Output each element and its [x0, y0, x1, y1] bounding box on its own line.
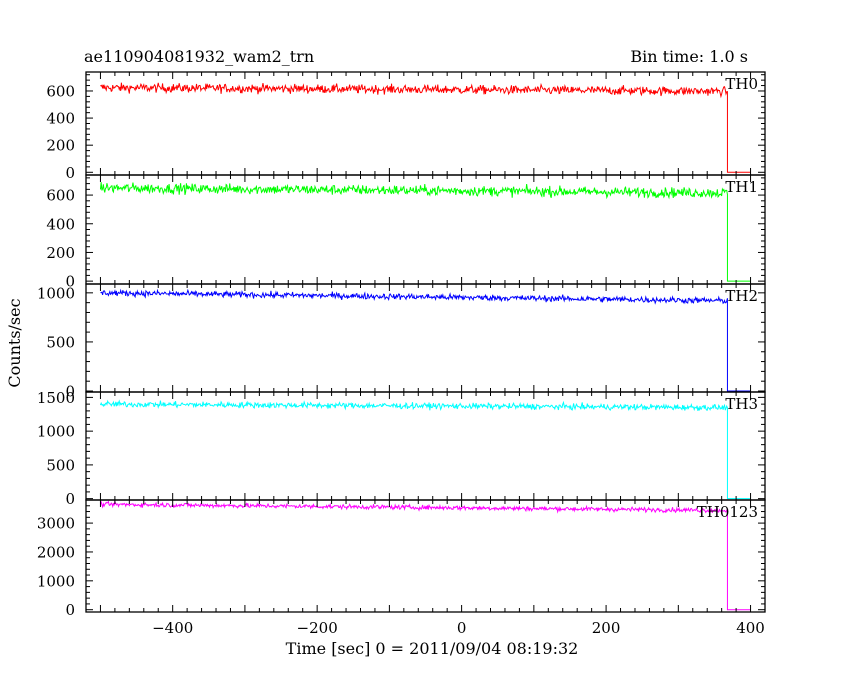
- panel-frame: [85, 174, 766, 285]
- y-tick-label: 200: [46, 137, 75, 155]
- y-tick-label: 0: [65, 601, 75, 619]
- panel-th0: 0 200 400 600 TH0: [46, 71, 766, 182]
- series-label-th3: TH3: [725, 395, 758, 413]
- series-label-th0: TH0: [725, 75, 758, 93]
- x-tick-label: −400: [152, 619, 193, 637]
- panel-th3: 0 500 1000 1500 TH3: [37, 389, 766, 508]
- series-label-th2: TH2: [725, 287, 758, 305]
- y-tick-label: 1000: [37, 284, 75, 302]
- y-tick-label: 500: [46, 456, 75, 474]
- y-tick-label: 200: [46, 244, 75, 262]
- panel-frame: [85, 499, 766, 613]
- y-tick-label: 1000: [37, 423, 75, 441]
- y-tick-label: 600: [46, 187, 75, 205]
- panel-th2: 0 500 1000 TH2: [37, 283, 766, 401]
- series-label-th1: TH1: [725, 178, 758, 196]
- y-tick-label: 400: [46, 215, 75, 233]
- series-line-th1: [99, 182, 751, 282]
- x-tick-label: 0: [457, 619, 467, 637]
- x-tick-label: 200: [592, 619, 621, 637]
- x-tick-label: −200: [297, 619, 338, 637]
- series-label-th0123: TH0123: [697, 503, 758, 521]
- panel-frame: [85, 391, 766, 501]
- y-tick-label: 0: [65, 273, 75, 291]
- y-tick-label: 2000: [37, 543, 75, 561]
- figure-title: ae110904081932_wam2_trn: [84, 47, 314, 66]
- y-tick-label: 500: [46, 333, 75, 351]
- y-tick-label: 400: [46, 110, 75, 128]
- series-line-th2: [100, 288, 751, 392]
- y-tick-label: 0: [65, 383, 75, 401]
- x-tick-label: 400: [736, 619, 765, 637]
- bin-time-label: Bin time: 1.0 s: [630, 47, 748, 66]
- series-line-th0: [100, 82, 751, 173]
- y-axis-label: Counts/sec: [5, 298, 24, 387]
- y-tick-label: 1500: [37, 389, 75, 407]
- y-tick-label: 3000: [37, 515, 75, 533]
- y-tick-label: 1000: [37, 572, 75, 590]
- panel-th1: 0 200 400 600 TH1: [46, 174, 766, 291]
- x-axis-label: Time [sec] 0 = 2011/09/04 08:19:32: [286, 639, 579, 658]
- y-tick-label: 0: [65, 164, 75, 182]
- y-tick-label: 0: [65, 490, 75, 508]
- panels: 0 200 400 600 TH0 0 200 400 600 TH1 0 500 1000 TH2 0 50…: [37, 71, 766, 637]
- y-tick-label: 600: [46, 82, 75, 100]
- series-line-th3: [99, 399, 751, 500]
- panel-th0123: 0 1000 2000 3000 TH0123: [37, 499, 766, 619]
- series-line-th0123: [99, 499, 751, 611]
